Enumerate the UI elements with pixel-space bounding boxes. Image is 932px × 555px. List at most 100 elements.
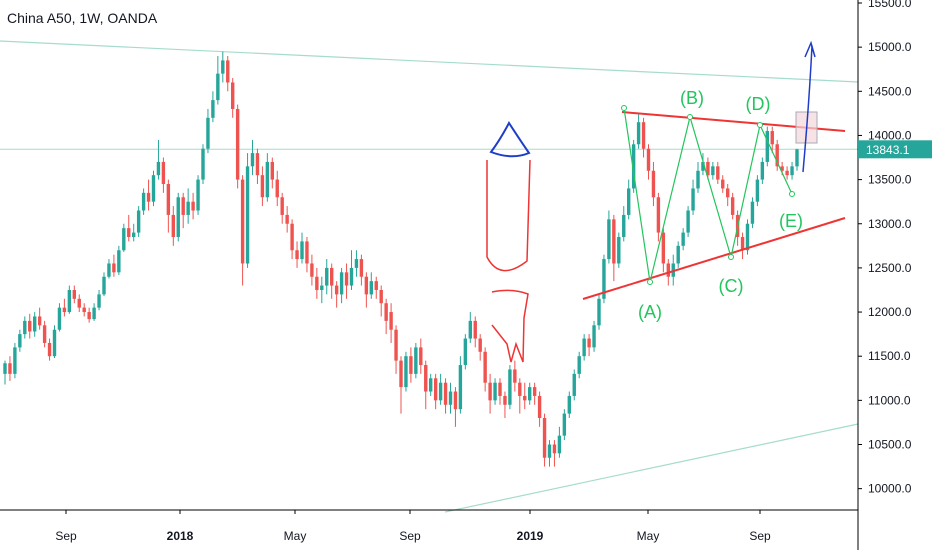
y-tick-label: 14500.0 <box>868 84 912 98</box>
candle <box>488 373 492 414</box>
candle <box>235 104 240 189</box>
candle-body <box>300 241 304 260</box>
candle-body <box>47 342 52 357</box>
candle <box>547 440 552 467</box>
candle <box>384 298 388 335</box>
candle-body <box>384 303 388 321</box>
trendlines <box>0 40 859 513</box>
candle-body <box>740 236 745 251</box>
candle-body <box>473 320 477 339</box>
candle <box>572 369 576 401</box>
candle-body <box>77 298 81 308</box>
candle-body <box>706 161 710 176</box>
candle <box>706 157 710 180</box>
candle <box>23 316 27 339</box>
candle-body <box>132 232 136 237</box>
candle <box>681 228 685 251</box>
candle-body <box>646 148 651 171</box>
last-price-value: 13843.1 <box>866 143 910 157</box>
upper-trendline[interactable] <box>0 40 859 83</box>
y-tick-label: 13500.0 <box>868 173 912 187</box>
candle <box>117 245 121 275</box>
wave-point <box>687 114 693 120</box>
y-tick-label: 11000.0 <box>868 393 911 407</box>
candle <box>146 179 151 211</box>
candle-body <box>641 122 646 149</box>
chart-title: China A50, 1W, OANDA <box>7 10 158 26</box>
candle-body <box>498 382 502 396</box>
breakout-arrow[interactable] <box>802 45 813 173</box>
candle <box>755 175 760 207</box>
candle <box>171 206 175 246</box>
candle-body <box>92 307 96 320</box>
candle <box>245 153 250 268</box>
candle <box>582 334 586 361</box>
lower-trendline[interactable] <box>444 423 859 513</box>
candle <box>260 166 265 207</box>
candle <box>760 157 765 185</box>
candle-body <box>429 378 433 392</box>
candle <box>443 378 448 414</box>
candle <box>270 157 274 189</box>
candle <box>770 126 774 154</box>
wave-path[interactable] <box>623 107 793 283</box>
candle <box>330 263 334 299</box>
candle-body <box>245 166 250 264</box>
candle <box>52 325 57 358</box>
candle-body <box>136 210 141 233</box>
wave-label: (A) <box>638 302 662 322</box>
candle-body <box>260 175 265 198</box>
x-tick-label: 2019 <box>517 529 544 543</box>
candle-body <box>552 444 557 454</box>
x-tick-label: Sep <box>399 529 421 543</box>
x-tick-label: May <box>284 529 307 543</box>
candle <box>750 197 755 229</box>
candle <box>726 184 730 207</box>
candle <box>42 320 47 348</box>
candle-body <box>166 184 171 215</box>
candle <box>602 254 606 304</box>
blue-hand-shape[interactable] <box>489 121 531 158</box>
candle-body <box>285 214 289 224</box>
candle <box>552 440 557 467</box>
red-hand-shape-upper[interactable] <box>486 159 531 272</box>
candle <box>453 387 458 427</box>
candle-body <box>513 369 517 383</box>
candle <box>127 214 131 242</box>
candle-body <box>409 356 413 374</box>
candle <box>37 307 42 330</box>
candle-body <box>537 395 542 419</box>
candle-body <box>503 395 507 405</box>
candle-body <box>191 201 195 211</box>
candle-body <box>3 363 7 374</box>
candle <box>503 391 507 419</box>
candle-body <box>235 108 240 180</box>
candle <box>424 360 428 410</box>
candle <box>483 347 487 392</box>
candle-body <box>785 170 789 176</box>
candle-body <box>127 228 131 237</box>
candle-body <box>790 166 794 176</box>
candle-body <box>438 382 443 401</box>
candle <box>72 285 76 304</box>
candle <box>156 139 161 180</box>
candle-body <box>750 201 755 224</box>
candle-body <box>780 166 784 171</box>
candle <box>701 153 705 176</box>
candle-body <box>28 320 32 332</box>
candle <box>265 153 270 202</box>
triangle-lower-line[interactable] <box>582 217 846 300</box>
candle-body <box>122 228 126 251</box>
candle-body <box>62 307 67 313</box>
red-hand-shape-lower[interactable] <box>491 289 529 363</box>
candle-body <box>770 131 774 145</box>
candle <box>463 334 468 370</box>
candle <box>419 338 423 374</box>
candle <box>13 342 17 379</box>
candle-body <box>394 329 398 361</box>
candle-body <box>369 281 373 295</box>
candle-body <box>97 294 101 308</box>
candle-body <box>686 210 690 233</box>
